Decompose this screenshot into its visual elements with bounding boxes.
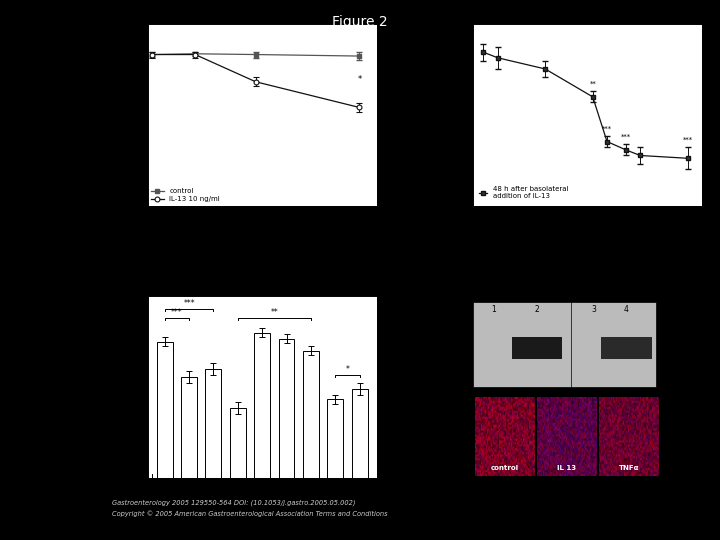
Legend: 48 h after basolateral
addition of IL-13: 48 h after basolateral addition of IL-13 — [477, 184, 572, 202]
Text: A: A — [97, 14, 109, 29]
Text: ***: *** — [621, 134, 631, 140]
Text: 120 min: 120 min — [604, 286, 635, 295]
Text: ***: *** — [683, 137, 693, 143]
Text: *: * — [346, 366, 349, 374]
Text: /: / — [488, 221, 492, 231]
Text: IL 13: IL 13 — [557, 464, 577, 471]
Text: ***: *** — [171, 308, 183, 317]
Text: **: ** — [271, 308, 278, 317]
Text: D: D — [450, 286, 463, 301]
Text: 2: 2 — [535, 305, 539, 314]
Text: Copyright © 2005 American Gastroenterological Association Terms and Conditions: Copyright © 2005 American Gastroenterolo… — [112, 510, 387, 517]
Bar — [512, 338, 562, 359]
Text: 1: 1 — [491, 305, 496, 314]
X-axis label: time (h): time (h) — [244, 228, 280, 237]
Text: Gastroenterology 2005 129550-564 DOI: (10.1053/j.gastro.2005.05.002): Gastroenterology 2005 129550-564 DOI: (1… — [112, 500, 355, 506]
Bar — [473, 302, 656, 387]
Bar — [601, 338, 652, 359]
Text: — P-STAT-6
   (110 kDa): — P-STAT-6 (110 kDa) — [663, 345, 700, 355]
Bar — [205, 369, 221, 478]
Bar — [230, 408, 246, 478]
Text: *: * — [357, 75, 361, 84]
Bar — [157, 342, 173, 478]
Text: 3: 3 — [592, 305, 597, 314]
Text: //: // — [339, 481, 346, 491]
Bar — [303, 351, 319, 478]
Text: Figure 2: Figure 2 — [332, 15, 388, 29]
Bar — [254, 333, 270, 478]
Text: /: / — [485, 221, 489, 231]
Legend: control, IL-13 10 ng/ml: control, IL-13 10 ng/ml — [151, 188, 220, 202]
Bar — [181, 376, 197, 478]
Text: control: control — [491, 464, 519, 471]
Text: C: C — [97, 286, 108, 301]
Y-axis label: % of initial resistance: % of initial resistance — [112, 338, 121, 436]
Text: TNFα: TNFα — [618, 464, 639, 471]
X-axis label: IL-13 (ng/ml): IL-13 (ng/ml) — [559, 230, 616, 239]
Y-axis label: % of initial resistance: % of initial resistance — [436, 66, 445, 164]
Text: B: B — [423, 14, 434, 29]
Text: 4: 4 — [624, 305, 629, 314]
Bar — [351, 389, 367, 478]
Bar — [328, 399, 343, 478]
Bar — [279, 339, 294, 478]
Y-axis label: % of initial resistance: % of initial resistance — [111, 66, 120, 164]
Text: **: ** — [590, 81, 596, 87]
Text: 30 min: 30 min — [501, 286, 528, 295]
Text: ***: *** — [183, 299, 195, 308]
Text: ***: *** — [602, 126, 612, 132]
